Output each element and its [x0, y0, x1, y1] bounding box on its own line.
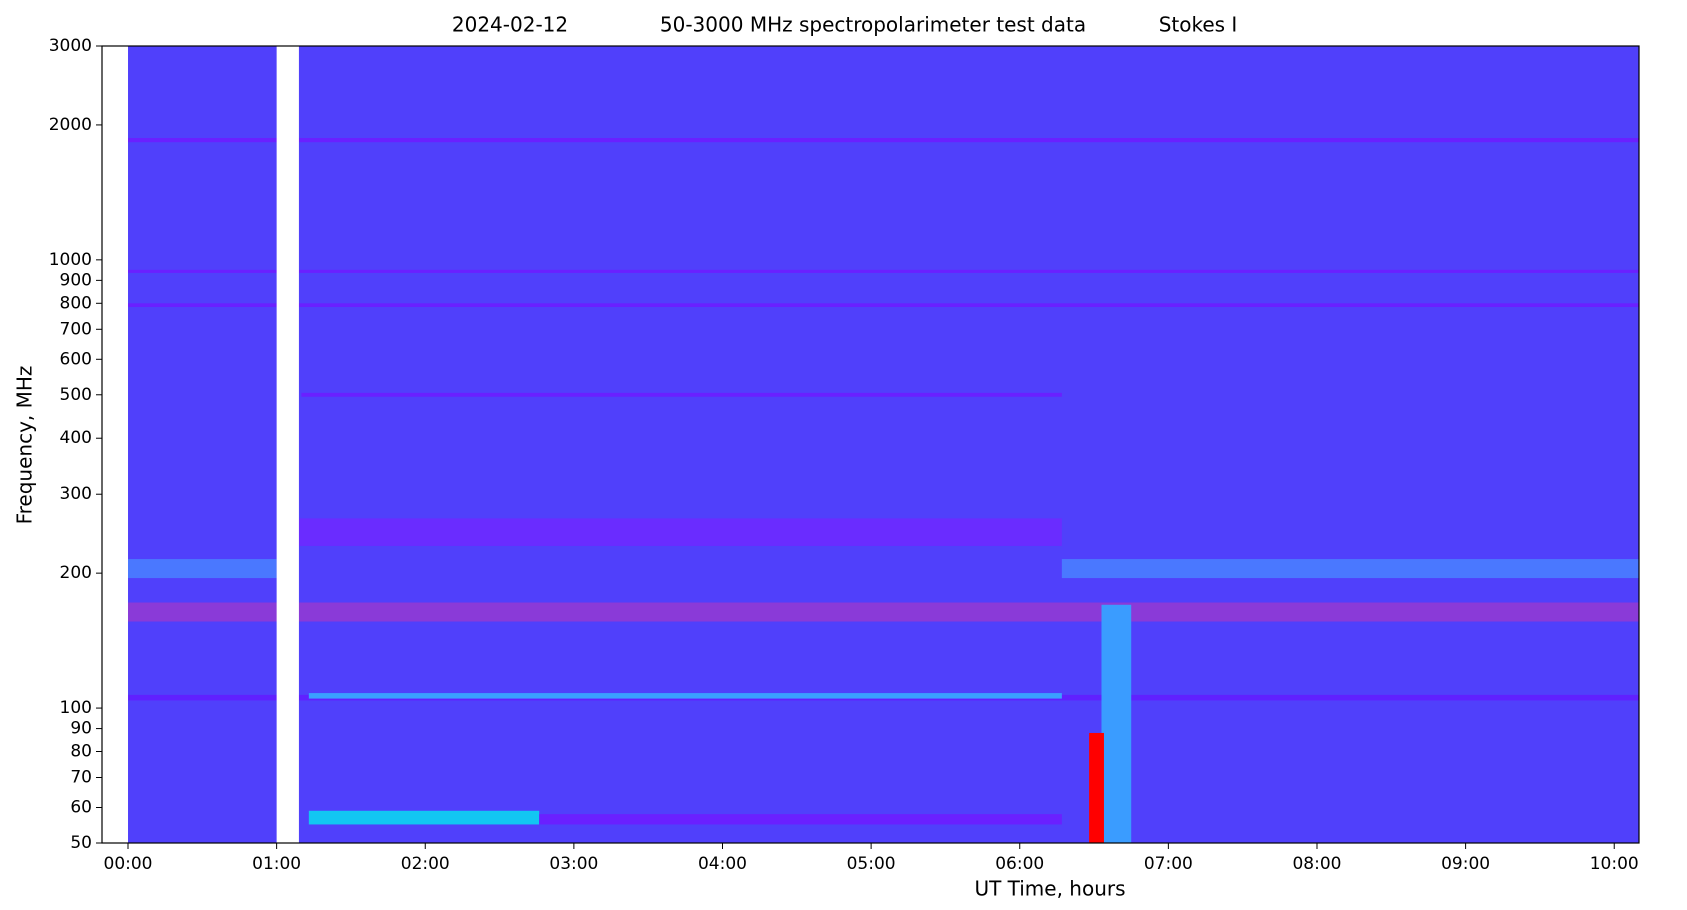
y-tick-label: 400: [60, 428, 92, 448]
y-tick-label: 200: [60, 563, 92, 583]
x-tick-label: 04:00: [698, 854, 747, 874]
y-tick-label: 60: [70, 798, 92, 818]
y-tick-label: 800: [60, 293, 92, 313]
chart-title: Stokes I: [1159, 13, 1238, 37]
y-tick-label: 90: [70, 719, 92, 739]
x-tick-label: 10:00: [1590, 854, 1639, 874]
y-tick-label: 700: [60, 319, 92, 339]
spectral-feature: [539, 814, 1062, 825]
chart-title: 2024-02-12: [452, 13, 568, 37]
y-tick-label: 2000: [49, 115, 92, 135]
y-axis-label: Frequency, MHz: [13, 366, 37, 525]
spectral-feature: [298, 518, 1062, 546]
x-tick-label: 03:00: [549, 854, 598, 874]
y-tick-label: 100: [60, 698, 92, 718]
spectral-feature: [308, 693, 1062, 699]
plot-background: [102, 46, 1639, 843]
spectral-feature: [1101, 604, 1132, 843]
x-tick-label: 00:00: [104, 854, 153, 874]
spectral-feature: [128, 138, 1639, 143]
y-tick-label: 600: [60, 349, 92, 369]
y-tick-label: 80: [70, 742, 92, 762]
x-tick-label: 01:00: [252, 854, 301, 874]
spectral-feature: [128, 559, 277, 579]
x-tick-label: 02:00: [401, 854, 450, 874]
spectral-feature: [1089, 732, 1104, 843]
spectral-feature: [308, 810, 540, 825]
data-gap: [102, 46, 129, 843]
y-tick-label: 900: [60, 270, 92, 290]
x-tick-label: 09:00: [1441, 854, 1490, 874]
spectral-feature: [128, 303, 1639, 307]
spectral-feature: [128, 602, 1639, 622]
x-tick-label: 05:00: [847, 854, 896, 874]
x-tick-label: 06:00: [995, 854, 1044, 874]
chart-title: 50-3000 MHz spectropolarimeter test data: [660, 13, 1086, 37]
y-tick-label: 70: [70, 768, 92, 788]
plot-frame: [101, 45, 1640, 844]
x-tick-label: 07:00: [1144, 854, 1193, 874]
x-axis-label: UT Time, hours: [974, 877, 1125, 901]
spectral-feature: [301, 392, 1062, 397]
y-tick-label: 300: [60, 484, 92, 504]
y-tick-label: 500: [60, 385, 92, 405]
y-tick-label: 3000: [49, 36, 92, 56]
y-tick-label: 1000: [49, 250, 92, 270]
data-gap: [276, 46, 299, 843]
x-tick-label: 08:00: [1292, 854, 1341, 874]
spectral-feature: [1061, 559, 1639, 579]
spectral-feature: [128, 269, 1639, 273]
y-tick-label: 50: [70, 833, 92, 853]
